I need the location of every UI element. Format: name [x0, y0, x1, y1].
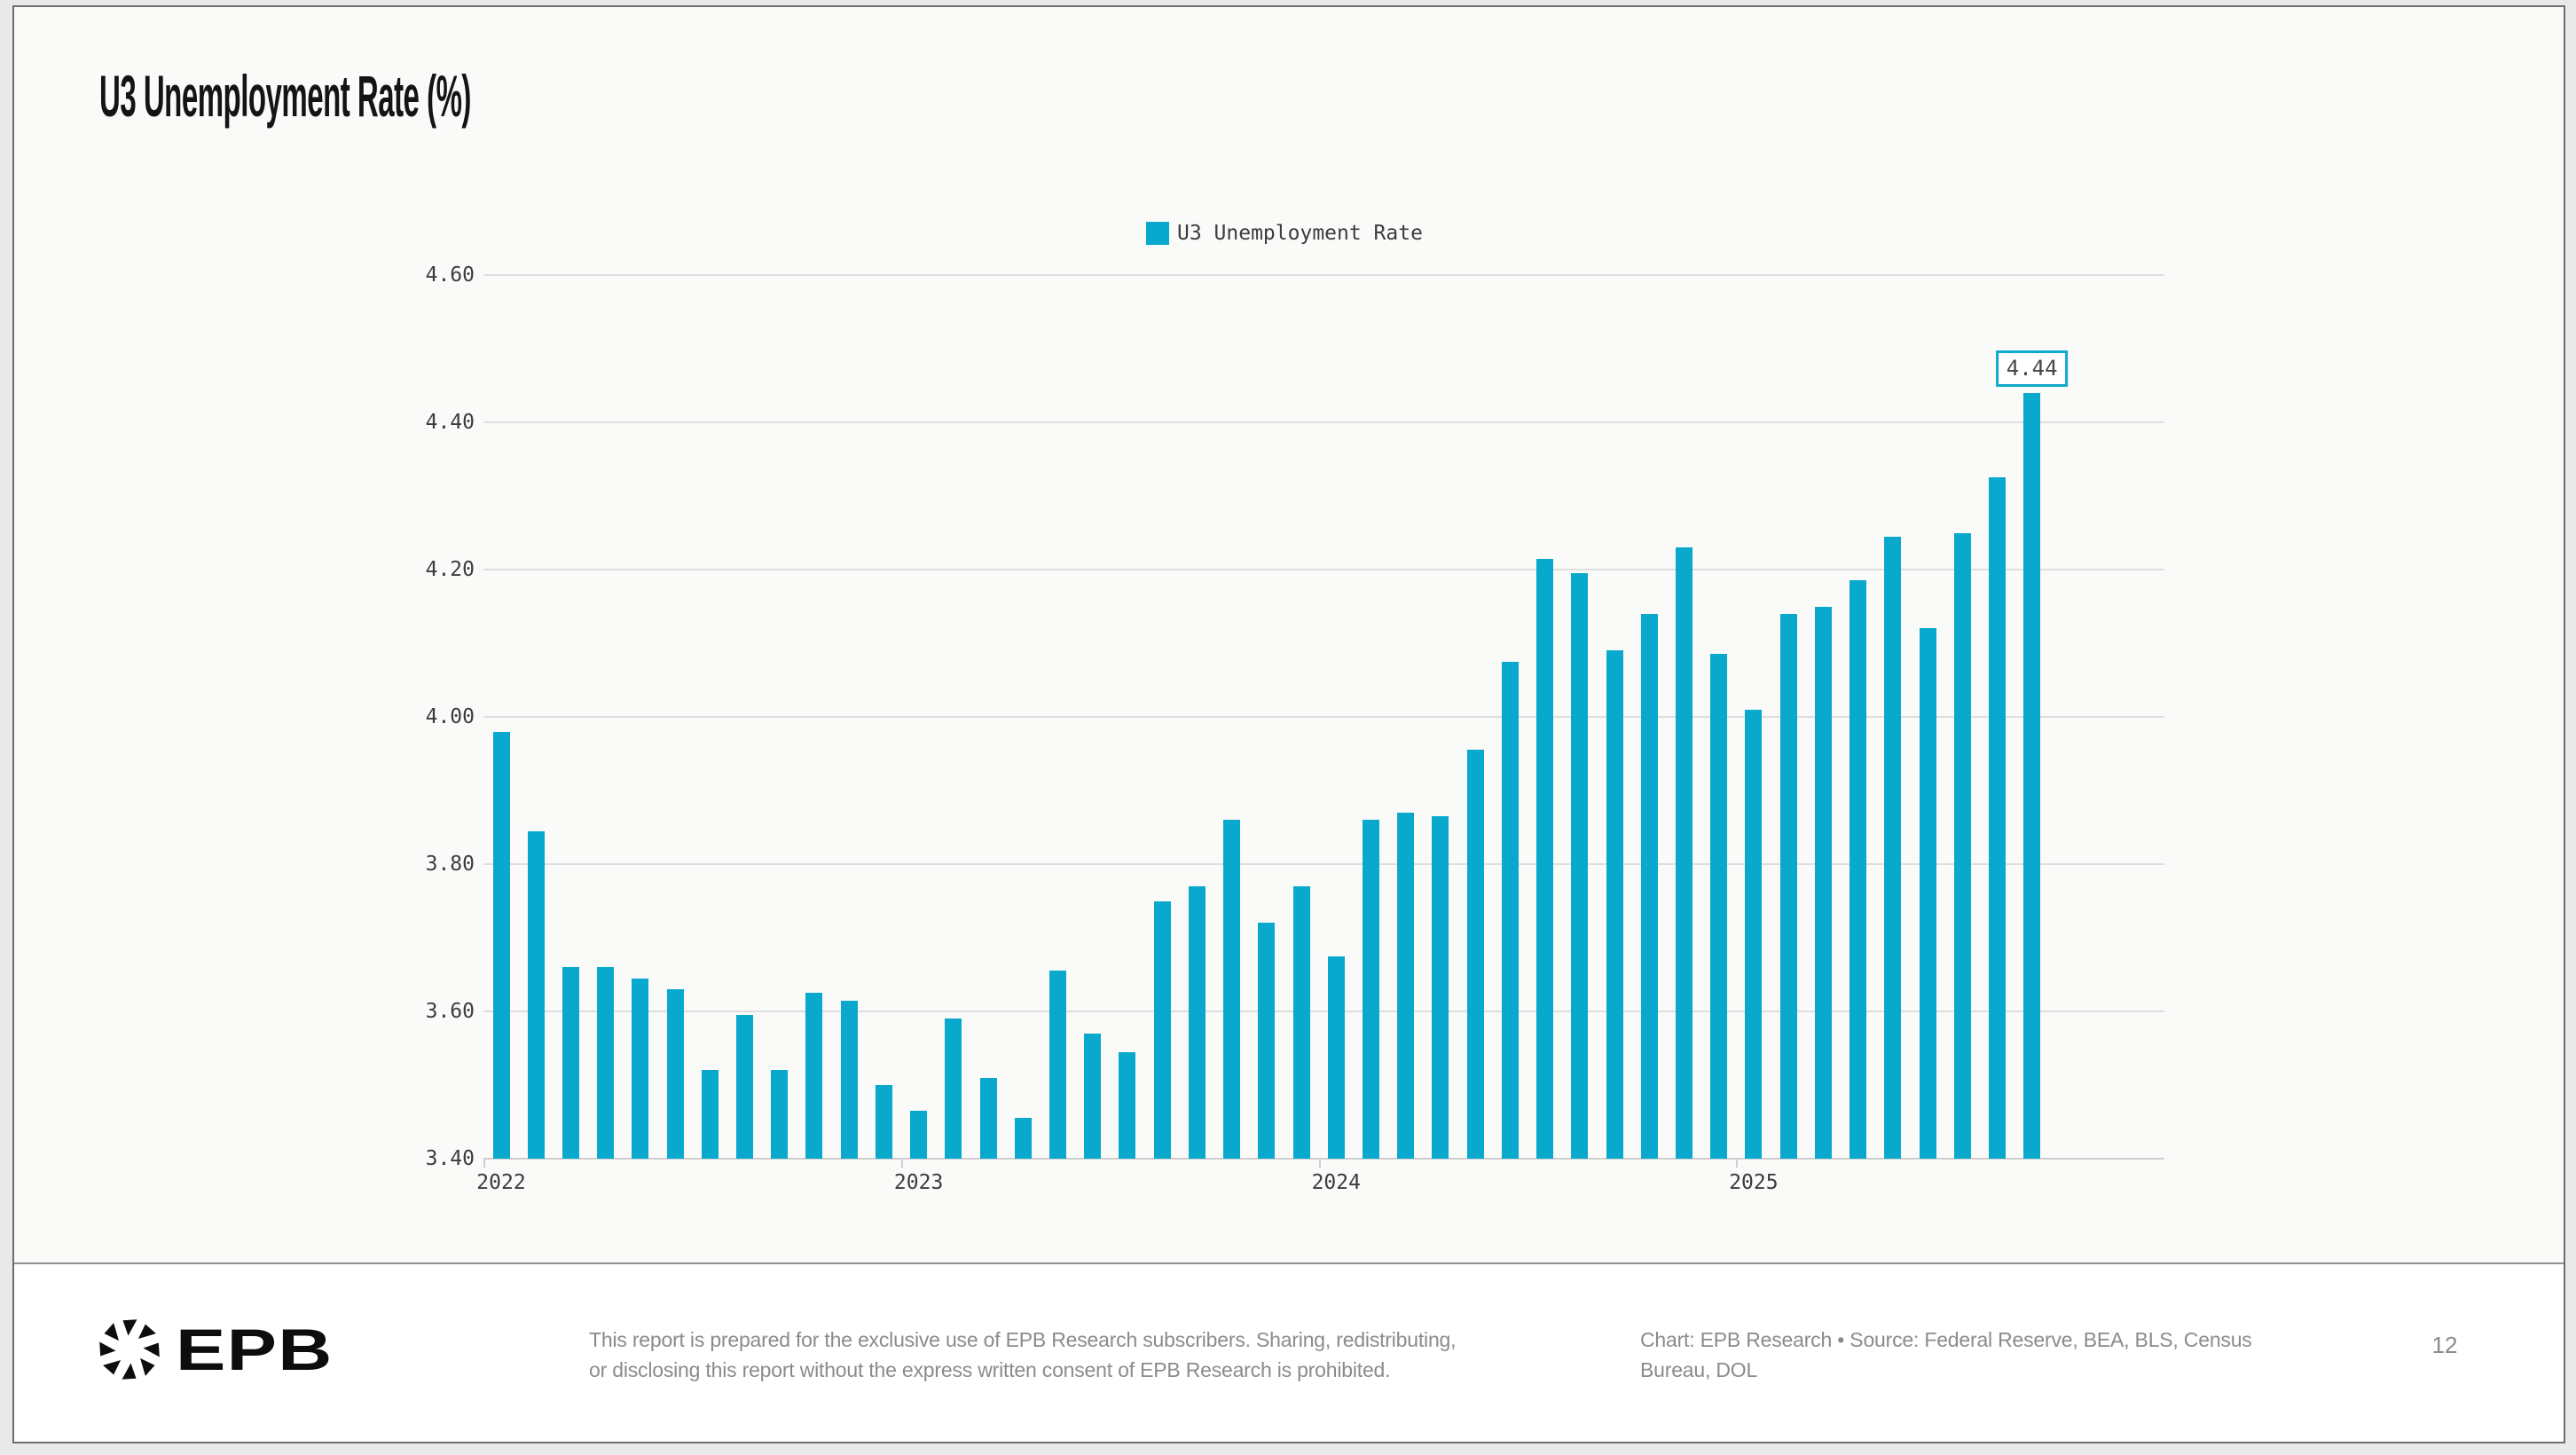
gridline: [483, 716, 2164, 718]
gridline: [483, 863, 2164, 865]
bar-sep-2023: [1188, 885, 1206, 1159]
footer-divider: [14, 1262, 2564, 1264]
bar-mar-2022: [562, 967, 579, 1159]
y-tick-label: 3.40: [425, 1147, 475, 1170]
epb-logo: EPB: [98, 1317, 332, 1381]
bar-jun-2025: [1919, 628, 1936, 1159]
y-tick-label: 4.00: [425, 705, 475, 728]
bar-feb-2025: [1779, 613, 1797, 1159]
legend-swatch-icon: [1146, 222, 1169, 245]
y-tick-label: 4.20: [425, 558, 475, 581]
bar-feb-2024: [1363, 820, 1379, 1159]
bar-may-2022: [632, 978, 649, 1159]
bar-nov-2022: [840, 1000, 858, 1159]
bar-jul-2022: [701, 1070, 719, 1159]
x-axis-year-label: 2024: [1311, 1171, 1361, 1194]
bar-oct-2023: [1223, 820, 1241, 1159]
source-text: Chart: EPB Research • Source: Federal Re…: [1640, 1325, 2252, 1385]
logo-wordmark: EPB: [176, 1317, 334, 1382]
disclaimer-text: This report is prepared for the exclusiv…: [589, 1325, 1457, 1385]
gridline: [483, 274, 2164, 276]
bar-jan-2023: [910, 1111, 928, 1159]
bar-sep-2025: [2023, 392, 2041, 1159]
legend-label: U3 Unemployment Rate: [1177, 222, 1423, 245]
y-tick-label: 4.40: [425, 411, 475, 434]
bar-may-2024: [1466, 750, 1484, 1159]
gridline: [483, 421, 2164, 423]
bar-aug-2025: [1988, 477, 2006, 1159]
x-axis-baseline: [483, 1158, 2164, 1160]
gridline: [483, 1011, 2164, 1012]
bar-dec-2023: [1292, 885, 1310, 1159]
bar-feb-2022: [527, 830, 545, 1159]
bar-dec-2022: [875, 1085, 892, 1159]
bar-aug-2023: [1153, 901, 1171, 1159]
bar-oct-2024: [1640, 613, 1658, 1159]
x-axis-year-tick: [1736, 1159, 1739, 1168]
x-axis-year-label: 2025: [1729, 1171, 1779, 1194]
bar-oct-2022: [805, 993, 823, 1159]
x-axis-year-tick: [1318, 1159, 1321, 1168]
y-tick-label: 4.60: [425, 263, 475, 287]
x-axis-year-label: 2023: [893, 1171, 944, 1194]
bar-aug-2024: [1571, 573, 1589, 1159]
bar-mar-2024: [1397, 812, 1415, 1159]
value-callout: 4.44: [1995, 350, 2069, 387]
bar-aug-2022: [736, 1015, 754, 1159]
bar-nov-2024: [1675, 547, 1692, 1159]
bar-jul-2024: [1536, 558, 1554, 1159]
x-axis-year-tick: [901, 1159, 904, 1168]
bar-jun-2022: [666, 989, 684, 1159]
bar-jan-2024: [1327, 956, 1345, 1159]
gridline: [483, 569, 2164, 570]
bar-apr-2024: [1432, 816, 1449, 1159]
page-number: 12: [2431, 1332, 2458, 1358]
bar-apr-2025: [1850, 580, 1867, 1159]
bar-jun-2023: [1084, 1033, 1102, 1159]
bar-sep-2022: [771, 1070, 789, 1159]
disclaimer-line-1: This report is prepared for the exclusiv…: [589, 1328, 1457, 1351]
bar-jan-2025: [1745, 709, 1763, 1159]
bar-jun-2024: [1501, 661, 1519, 1159]
source-line-1: Chart: EPB Research • Source: Federal Re…: [1640, 1328, 2252, 1351]
y-tick-label: 3.80: [425, 853, 475, 876]
unemployment-bar-chart: U3 Unemployment Rate 3.40 3.60 3.80 4.00 4.2…: [14, 7, 2564, 1442]
bar-nov-2023: [1258, 923, 1276, 1159]
bar-jul-2023: [1119, 1051, 1136, 1159]
y-tick-label: 3.60: [425, 1000, 475, 1023]
x-axis-year-label: 2022: [476, 1171, 526, 1194]
footer: EPB This report is prepared for the excl…: [14, 1264, 2564, 1442]
disclaimer-line-2: or disclosing this report without the ex…: [589, 1358, 1391, 1381]
bar-apr-2023: [1014, 1118, 1032, 1159]
bar-may-2025: [1884, 536, 1902, 1159]
bar-sep-2024: [1606, 650, 1623, 1159]
bar-dec-2024: [1710, 654, 1728, 1159]
source-line-2: Bureau, DOL: [1640, 1358, 1758, 1381]
bar-jul-2025: [1953, 532, 1971, 1159]
report-page: U3 Unemployment Rate (%) U3 Unemployment…: [12, 5, 2565, 1443]
x-axis-year-tick: [483, 1159, 486, 1168]
bar-jan-2022: [492, 731, 510, 1159]
bar-apr-2022: [597, 967, 615, 1159]
bar-mar-2025: [1814, 606, 1832, 1159]
page-title: U3 Unemployment Rate (%): [99, 63, 471, 129]
bar-feb-2023: [945, 1018, 962, 1159]
shutter-icon: [99, 1319, 160, 1380]
bar-may-2023: [1049, 971, 1067, 1159]
bar-mar-2023: [979, 1077, 997, 1159]
chart-legend: U3 Unemployment Rate: [1146, 222, 1423, 245]
